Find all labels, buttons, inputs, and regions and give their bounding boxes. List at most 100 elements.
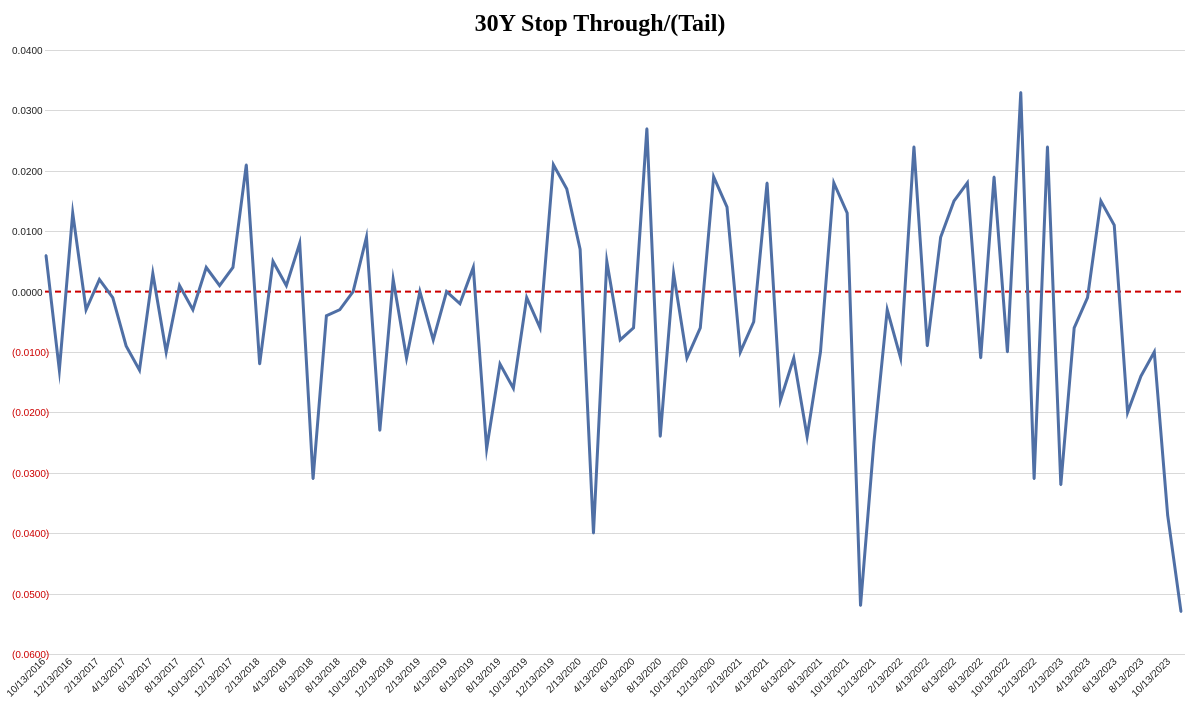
- data-point: [351, 290, 355, 293]
- data-point: [512, 387, 515, 390]
- data-point: [1072, 326, 1076, 330]
- y-tick-label: 0.0200: [12, 167, 43, 178]
- data-point: [685, 356, 689, 360]
- data-point: [632, 326, 635, 330]
- data-point: [659, 435, 662, 438]
- data-point: [418, 290, 422, 293]
- data-point: [992, 175, 996, 179]
- data-point: [752, 320, 755, 323]
- y-tick-label: (0.0500): [12, 590, 49, 601]
- data-point: [1126, 411, 1129, 414]
- data-point: [739, 350, 742, 354]
- data-point: [872, 441, 876, 444]
- data-point: [645, 127, 649, 130]
- data-point: [859, 604, 862, 607]
- data-point: [765, 181, 769, 185]
- data-point: [405, 356, 408, 360]
- data-point: [952, 199, 956, 203]
- data-point: [391, 278, 395, 281]
- data-point: [592, 532, 595, 535]
- data-point: [298, 242, 301, 245]
- data-point: [311, 477, 315, 481]
- data-point: [498, 362, 502, 366]
- data-point: [218, 284, 221, 287]
- data-point: [618, 338, 622, 342]
- chart-title: 30Y Stop Through/(Tail): [475, 11, 726, 37]
- gridlines: [45, 50, 1185, 655]
- y-tick-label: (0.0600): [12, 650, 49, 661]
- data-point: [231, 266, 235, 269]
- data-point: [699, 326, 702, 330]
- data-point: [792, 356, 795, 360]
- data-point: [1166, 513, 1169, 517]
- data-point: [1099, 199, 1103, 203]
- data-point: [1059, 483, 1063, 487]
- data-point: [845, 211, 849, 215]
- data-point: [1006, 350, 1009, 354]
- data-point: [899, 356, 902, 360]
- data-point: [1046, 145, 1049, 148]
- data-point: [832, 181, 836, 185]
- data-point: [258, 362, 261, 366]
- data-point: [912, 145, 916, 148]
- data-point: [1019, 91, 1022, 94]
- data-point: [472, 266, 475, 269]
- data-point: [1139, 374, 1143, 378]
- data-point: [552, 163, 555, 166]
- data-point: [445, 290, 448, 293]
- data-point: [44, 254, 48, 257]
- data-point: [111, 296, 114, 299]
- data-point: [285, 284, 288, 287]
- y-tick-label: 0.0000: [12, 288, 43, 299]
- data-point: [1113, 223, 1116, 227]
- data-point: [966, 181, 969, 185]
- data-point: [458, 302, 462, 305]
- data-point: [271, 260, 275, 263]
- series-group: [44, 91, 1183, 613]
- data-point: [432, 338, 435, 342]
- y-tick-label: (0.0100): [12, 348, 49, 359]
- y-tick-label: (0.0200): [12, 408, 49, 419]
- y-tick-label: (0.0300): [12, 469, 49, 480]
- data-point: [538, 326, 542, 330]
- data-point: [886, 308, 889, 311]
- data-point: [178, 284, 181, 287]
- data-point: [325, 314, 328, 317]
- data-point: [725, 205, 729, 209]
- data-point: [151, 272, 155, 275]
- data-point: [939, 236, 942, 239]
- y-tick-label: 0.0100: [12, 227, 43, 238]
- y-tick-label: 0.0300: [12, 106, 43, 117]
- data-point: [485, 447, 488, 450]
- data-point: [245, 163, 248, 166]
- data-point: [378, 429, 382, 432]
- data-point: [338, 308, 341, 311]
- data-point: [71, 211, 74, 215]
- data-point: [1086, 296, 1089, 299]
- data-point: [578, 248, 582, 251]
- series-line: [44, 92, 1183, 612]
- data-point: [1153, 350, 1156, 354]
- data-point: [525, 296, 528, 299]
- data-point: [84, 308, 88, 311]
- data-point: [1179, 610, 1183, 613]
- data-point: [926, 344, 929, 348]
- data-point: [565, 187, 568, 191]
- data-point: [819, 350, 822, 354]
- data-point: [805, 435, 809, 438]
- x-axis-ticks: 10/13/201612/13/20162/13/20174/13/20176/…: [5, 656, 1173, 699]
- data-point: [979, 356, 982, 360]
- data-point: [779, 399, 782, 402]
- data-point: [712, 175, 715, 179]
- data-point: [605, 260, 609, 263]
- data-point: [205, 266, 208, 269]
- y-tick-label: (0.0400): [12, 529, 49, 540]
- data-point: [1032, 477, 1036, 481]
- data-point: [672, 272, 675, 275]
- data-point: [98, 278, 101, 281]
- data-point: [138, 368, 141, 372]
- data-point: [58, 368, 61, 372]
- data-point: [191, 308, 195, 311]
- data-point: [365, 236, 368, 239]
